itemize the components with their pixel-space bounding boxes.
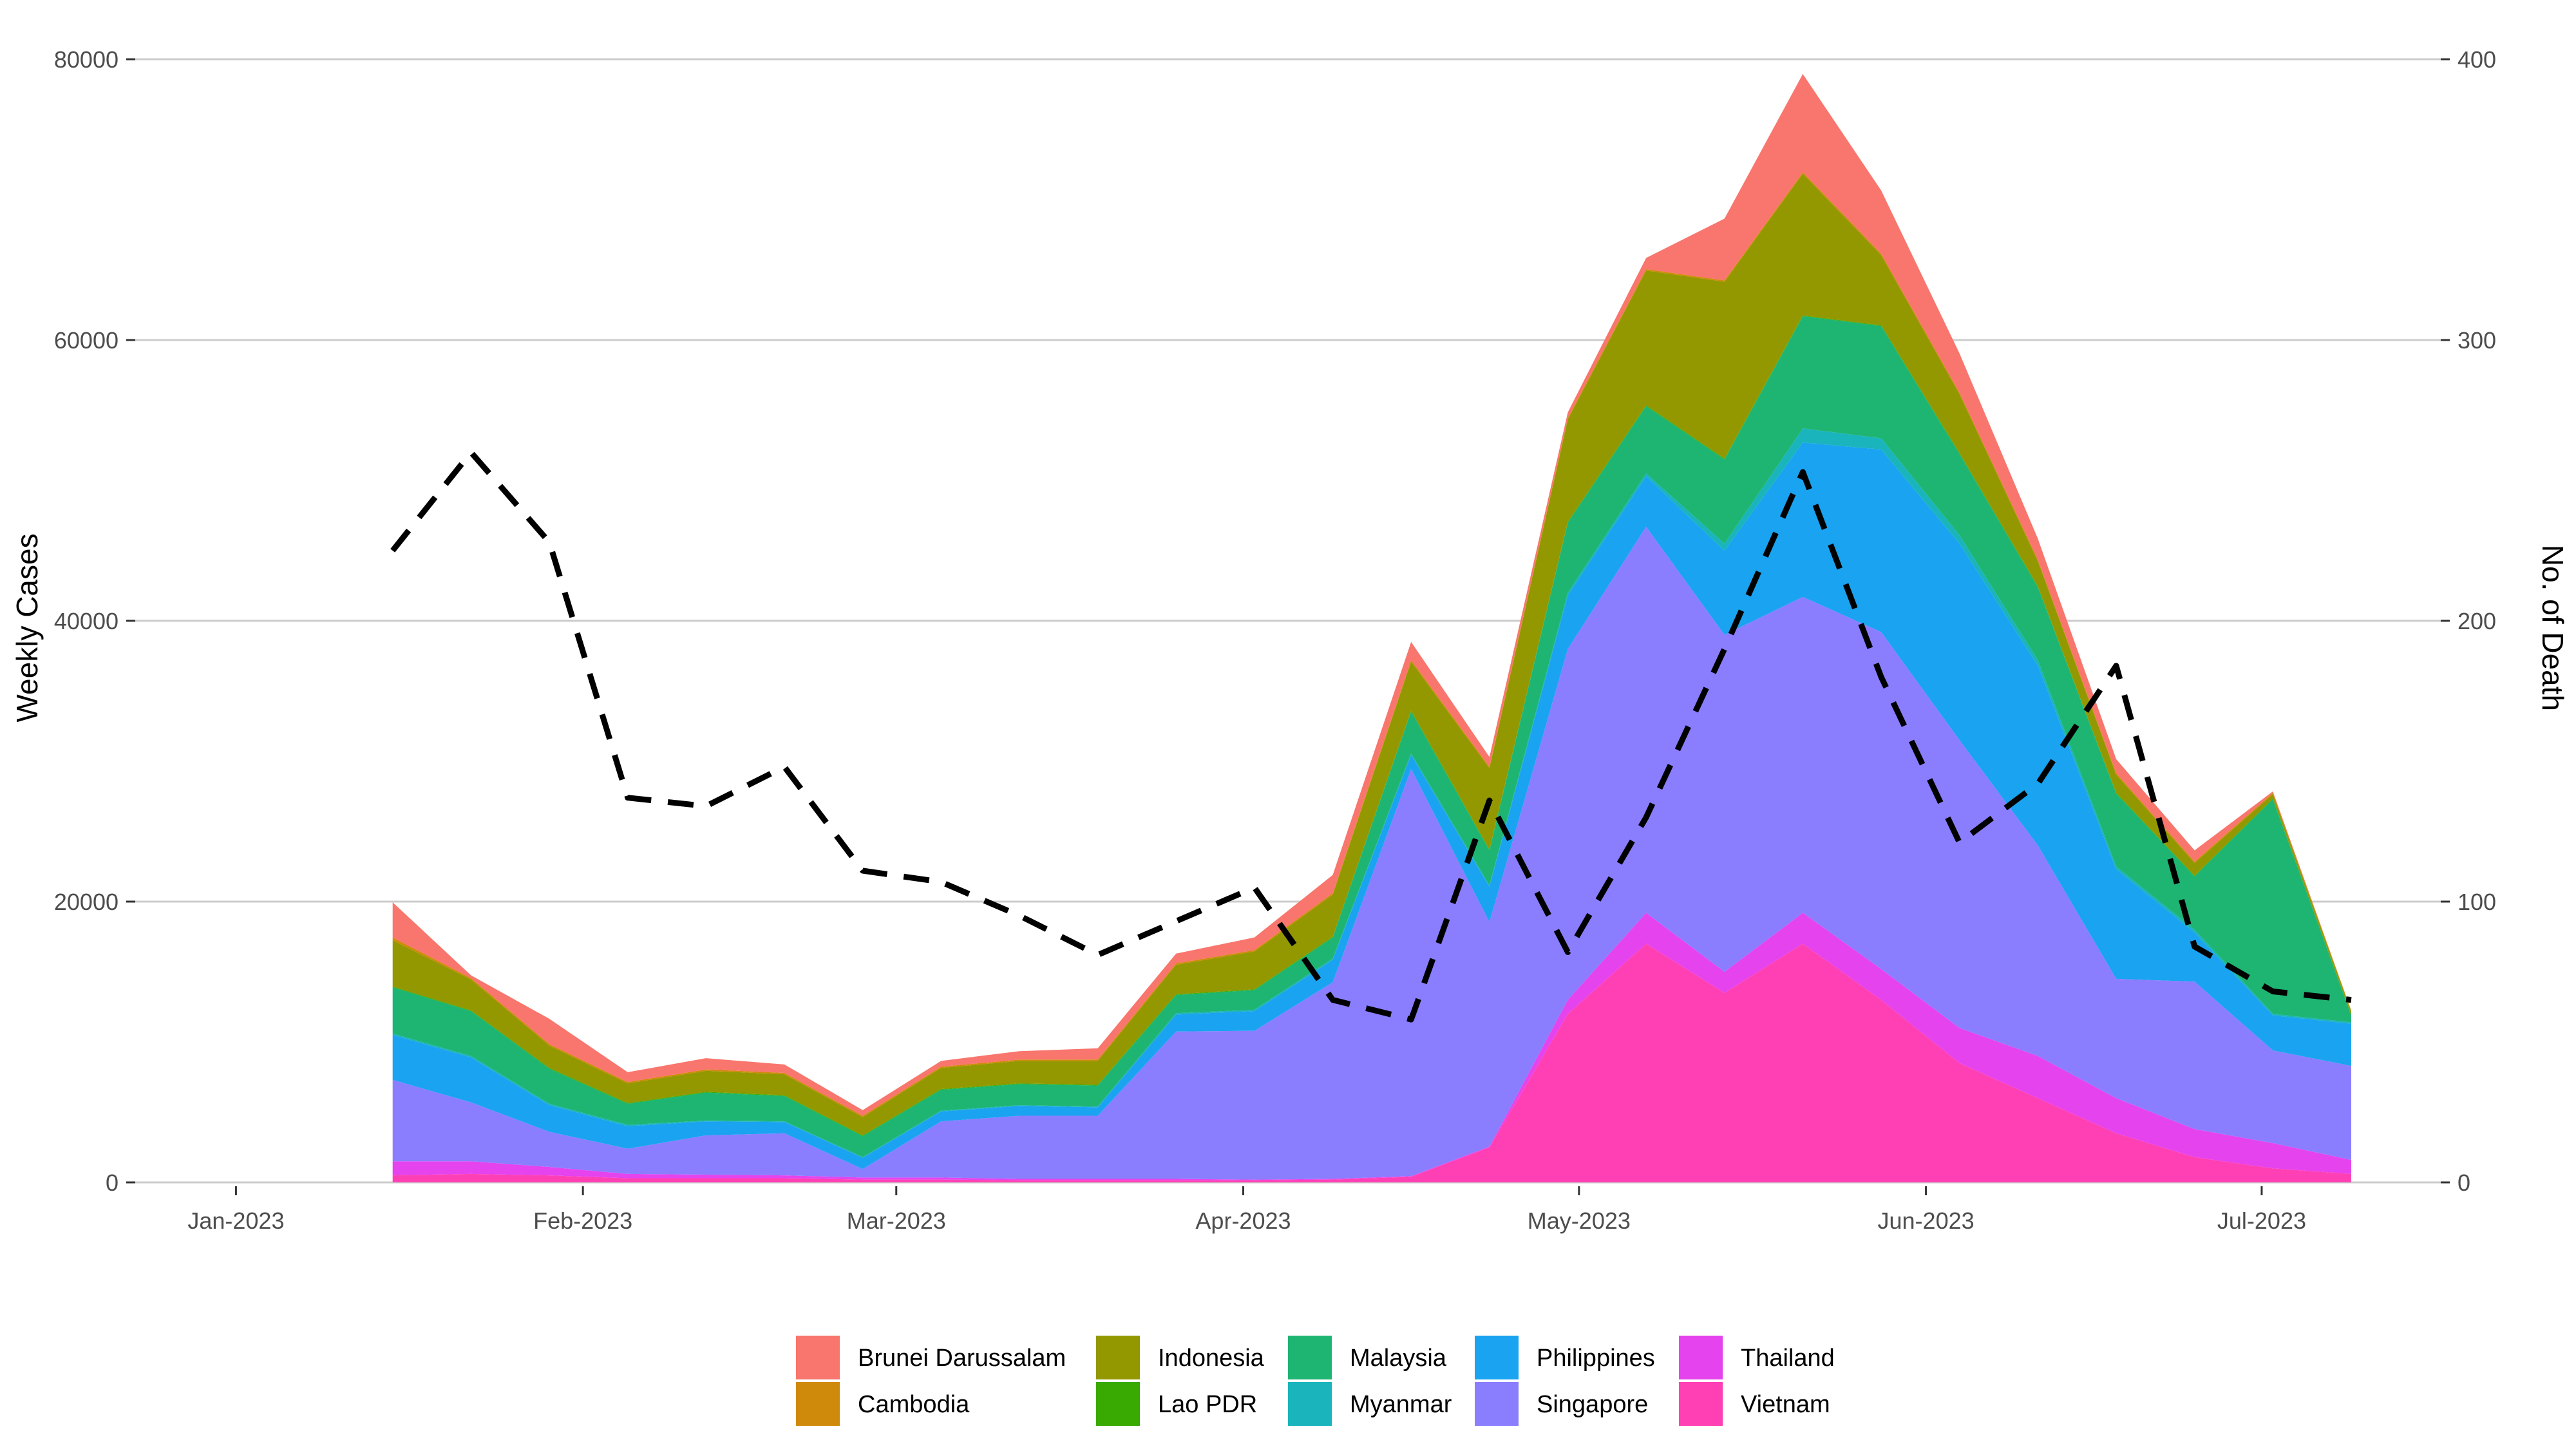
y2-axis-title: No. of Death [2536,545,2570,711]
x-tick-label: Mar-2023 [847,1208,946,1234]
legend-label: Brunei Darussalam [858,1345,1066,1372]
legend-swatch [1679,1382,1723,1426]
x-tick-label: Jan-2023 [187,1208,284,1234]
area-vietnam [392,943,2352,1182]
legend-swatch [1679,1336,1723,1379]
stacked-areas [392,73,2352,1182]
legend-label: Singapore [1537,1391,1648,1418]
area-thailand [392,913,2352,1180]
legend-swatch [1288,1382,1332,1426]
death-line [390,449,2352,1023]
legend-swatch [1288,1336,1332,1379]
y2-tick-label: 100 [2458,889,2496,915]
y-axis-right: 0 100 200 300 400 [2441,46,2496,1196]
legend-label: Vietnam [1741,1391,1830,1418]
legend-swatch [796,1382,840,1426]
x-tick-label: Apr-2023 [1195,1208,1291,1234]
legend-label: Indonesia [1158,1345,1265,1372]
legend-swatch [1475,1382,1519,1426]
y-axis-title: Weekly Cases [10,533,44,722]
x-tick-label: Jul-2023 [2217,1208,2306,1234]
y-tick-label: 20000 [54,889,118,915]
y2-tick-label: 0 [2458,1170,2470,1196]
legend: Brunei Darussalam Cambodia Indonesia Lao PD… [796,1336,1835,1426]
legend-label: Philippines [1537,1345,1655,1372]
legend-swatch [1096,1382,1140,1426]
x-tick-label: Jun-2023 [1878,1208,1975,1234]
legend-label: Malaysia [1350,1345,1447,1372]
legend-label: Cambodia [858,1391,970,1418]
x-tick-label: May-2023 [1528,1208,1631,1234]
legend-label: Myanmar [1350,1391,1452,1418]
area-singapore [392,526,2352,1180]
legend-swatch [796,1336,840,1379]
y-tick-label: 60000 [54,327,118,354]
legend-swatch [1096,1336,1140,1379]
y-tick-label: 80000 [54,46,118,73]
y2-tick-label: 200 [2458,608,2496,634]
y-tick-label: 0 [106,1170,118,1196]
y2-tick-label: 300 [2458,327,2496,354]
legend-label: Thailand [1741,1345,1835,1372]
death-line-layer [390,449,2352,1023]
x-axis: Jan-2023 Feb-2023 Mar-2023 Apr-2023 May-2023… [187,1186,2306,1234]
legend-label: Lao PDR [1158,1391,1257,1418]
x-tick-label: Feb-2023 [533,1208,632,1234]
legend-swatch [1475,1336,1519,1379]
y-axis-left: 0 20000 40000 60000 80000 [54,46,135,1196]
y2-tick-label: 400 [2458,46,2496,73]
y-tick-label: 40000 [54,608,118,634]
